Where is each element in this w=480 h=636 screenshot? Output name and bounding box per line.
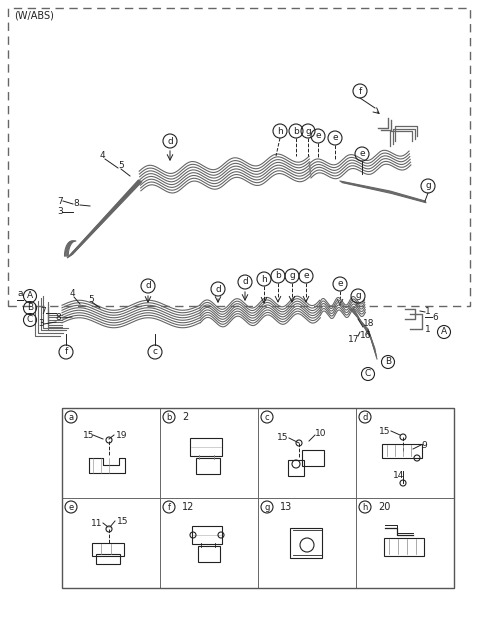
Text: c: c [264,413,269,422]
Text: 14: 14 [393,471,404,480]
Text: b: b [275,272,281,280]
Text: g: g [289,272,295,280]
Text: 10: 10 [315,429,326,438]
Text: g: g [355,291,361,300]
Text: 7: 7 [40,307,46,317]
Text: d: d [362,413,368,422]
Text: c: c [153,347,157,357]
Text: e: e [359,149,365,158]
Text: 6: 6 [432,312,438,322]
Text: 3: 3 [57,207,63,216]
Text: 20: 20 [378,502,390,512]
Text: 15: 15 [117,516,129,525]
Text: f: f [168,502,170,511]
Text: 13: 13 [280,502,292,512]
Text: h: h [362,502,368,511]
Text: B: B [385,357,391,366]
Text: a: a [69,413,73,422]
Text: 3: 3 [38,319,44,329]
Text: 2: 2 [182,412,188,422]
Text: 8: 8 [55,314,61,322]
Text: 5: 5 [118,162,124,170]
Text: e: e [68,502,73,511]
Text: 12: 12 [182,502,194,512]
Text: h: h [277,127,283,135]
Text: d: d [167,137,173,146]
Text: a: a [17,289,23,298]
Text: 17: 17 [348,335,360,343]
Text: 19: 19 [116,431,128,439]
Text: 1: 1 [425,324,431,333]
Text: 16: 16 [360,331,372,340]
Text: h: h [261,275,267,284]
Text: B: B [27,303,33,312]
Text: d: d [215,284,221,293]
Text: A: A [441,328,447,336]
Bar [8,8,470,306]
Text: C: C [365,370,371,378]
Text: g: g [425,181,431,191]
Text: 4: 4 [100,151,106,160]
Text: 15: 15 [277,434,288,443]
Text: 8: 8 [73,200,79,209]
Text: C: C [27,315,33,324]
Text: b: b [293,127,299,135]
Text: e: e [315,132,321,141]
Text: 11: 11 [91,518,103,527]
Bar [62,408,454,588]
Text: A: A [27,291,33,300]
Text: e: e [332,134,338,142]
Text: e: e [337,279,343,289]
Text: f: f [359,86,361,95]
Text: d: d [242,277,248,286]
Text: 5: 5 [88,294,94,303]
Text: 7: 7 [57,197,63,205]
Text: g: g [305,127,311,135]
Text: d: d [145,282,151,291]
Text: 15: 15 [83,431,95,439]
Text: 18: 18 [363,319,374,329]
Text: b: b [166,413,172,422]
Text: 9: 9 [421,441,427,450]
Text: e: e [303,272,309,280]
Text: 4: 4 [70,289,76,298]
Text: (W/ABS): (W/ABS) [14,11,54,21]
Text: 1: 1 [425,307,431,315]
Text: 15: 15 [379,427,391,436]
Text: f: f [64,347,68,357]
Text: g: g [264,502,270,511]
